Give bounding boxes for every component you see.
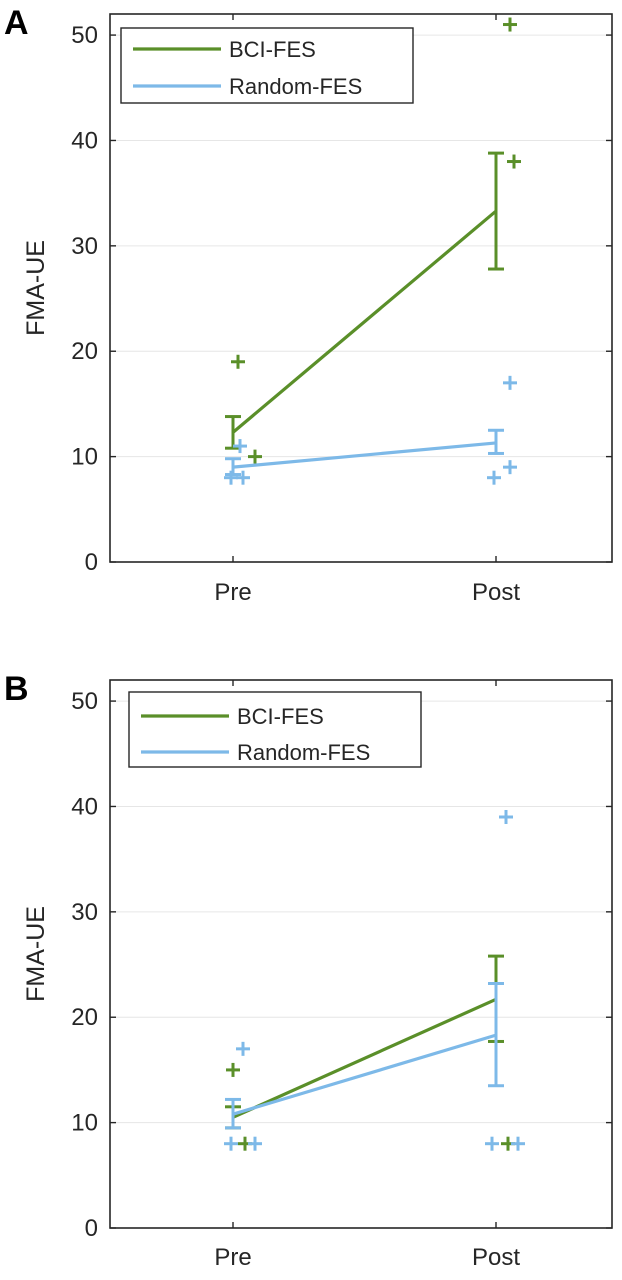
series-bci-fes xyxy=(225,954,515,1151)
panel-letter: B xyxy=(4,670,29,708)
series-line xyxy=(231,209,498,434)
y-tick-label: 10 xyxy=(71,1110,98,1137)
data-point-marker xyxy=(507,154,521,169)
x-tick-label: Pre xyxy=(214,1244,251,1271)
data-point-marker xyxy=(236,1041,250,1056)
data-point-marker xyxy=(248,449,262,464)
chart-panel-a: 0 10 20 30 40 50 Pre Post FMA-UE A BCI-FES Random-F… xyxy=(4,4,613,606)
legend: BCI-FES Random-FES xyxy=(120,27,414,104)
x-tick-label: Post xyxy=(472,579,520,606)
y-tick-label: 20 xyxy=(71,338,98,365)
y-tick-label: 30 xyxy=(71,233,98,260)
plot-frame xyxy=(109,679,613,1229)
data-point-marker xyxy=(503,17,517,32)
data-point-marker xyxy=(503,460,517,475)
series-bci-fes xyxy=(225,17,521,464)
data-point-marker xyxy=(485,1136,499,1151)
y-tick-label: 40 xyxy=(71,127,98,154)
y-axis-label: FMA-UE xyxy=(22,906,50,1002)
y-tick-label: 50 xyxy=(71,22,98,49)
y-tick-label: 50 xyxy=(71,688,98,715)
y-tick-label: 0 xyxy=(85,549,98,576)
chart-panel-b: 0 10 20 30 40 50 Pre Post FMA-UE B BCI-FES Random-F… xyxy=(4,670,613,1271)
y-tick-label: 20 xyxy=(71,1004,98,1031)
legend-label: Random-FES xyxy=(229,74,362,99)
data-point-marker xyxy=(236,470,250,485)
series-line xyxy=(232,1033,497,1116)
panel-letter: A xyxy=(4,4,29,42)
y-tick-label: 30 xyxy=(71,899,98,926)
data-point-marker xyxy=(503,375,517,390)
series-line xyxy=(232,441,497,469)
y-tick-label: 40 xyxy=(71,793,98,820)
data-point-marker xyxy=(224,1136,238,1151)
y-axis-label: FMA-UE xyxy=(22,240,50,336)
x-tick-label: Post xyxy=(472,1244,520,1271)
plot-frame xyxy=(109,13,613,563)
legend-box xyxy=(128,691,422,768)
series-random-fes xyxy=(224,810,525,1151)
data-point-marker xyxy=(499,810,513,824)
data-point-marker xyxy=(231,354,245,369)
data-point-marker xyxy=(224,470,238,485)
data-point-marker xyxy=(233,439,247,454)
x-tick-label: Pre xyxy=(214,579,251,606)
data-point-marker xyxy=(226,1062,240,1077)
legend-label: Random-FES xyxy=(237,740,370,765)
y-tick-label: 10 xyxy=(71,444,98,471)
series-line xyxy=(232,997,497,1119)
data-point-marker xyxy=(487,470,501,485)
legend: BCI-FES Random-FES xyxy=(128,691,422,768)
data-point-marker xyxy=(248,1136,262,1151)
legend-box xyxy=(120,27,414,104)
y-tick-label: 0 xyxy=(85,1215,98,1242)
series-random-fes xyxy=(224,375,517,485)
legend-label: BCI-FES xyxy=(229,37,316,62)
data-point-marker xyxy=(511,1136,525,1151)
legend-label: BCI-FES xyxy=(237,704,324,729)
